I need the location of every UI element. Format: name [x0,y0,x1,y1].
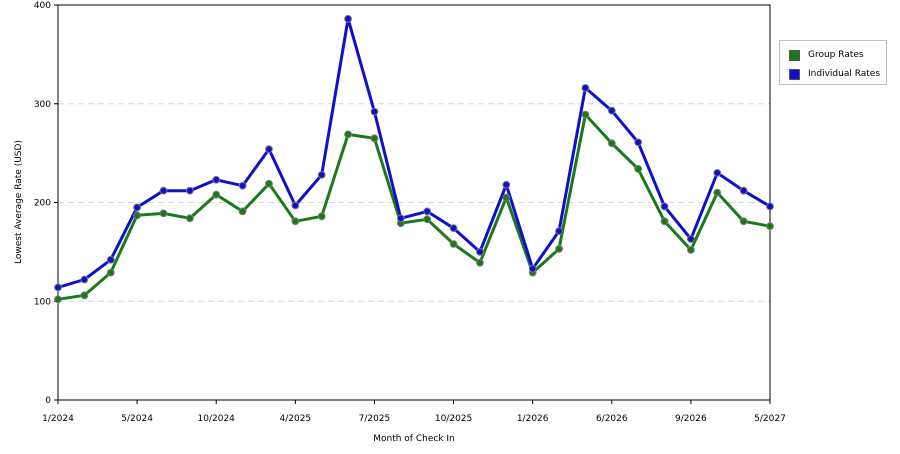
x-tick-label: 6/2026 [596,414,628,424]
data-point-group-rates [634,165,643,173]
data-point-individual-rates [555,227,563,236]
data-point-individual-rates [265,145,273,154]
legend-item-individual-rates: Individual Rates [789,67,880,81]
data-point-group-rates [133,211,142,220]
data-point-group-rates [476,258,484,267]
y-tick-label: 100 [34,297,51,307]
data-point-individual-rates [159,186,168,195]
x-tick-label: 1/2024 [42,414,74,424]
x-tick-label: 5/2024 [121,414,153,424]
series-line-individual-rates [57,17,771,289]
x-tick-label: 10/2024 [198,414,236,424]
data-point-individual-rates [739,186,748,195]
data-point-individual-rates [80,275,89,284]
data-point-group-rates [739,217,748,226]
data-point-individual-rates [212,175,221,184]
y-tick-label: 200 [34,199,51,209]
data-point-individual-rates [607,106,616,115]
x-tick-label: 4/2025 [279,414,311,424]
data-point-group-rates [766,222,774,231]
data-point-individual-rates [502,180,511,189]
x-axis-title: Month of Check In [373,434,455,444]
data-point-individual-rates [238,181,247,190]
y-tick-label: 300 [34,100,51,110]
data-point-individual-rates [106,255,115,264]
y-tick-label: 0 [45,396,51,406]
data-point-group-rates [660,217,669,226]
data-point-group-rates [185,214,194,223]
data-point-individual-rates [344,14,352,23]
x-tick-label: 7/2025 [359,414,391,424]
data-point-group-rates [686,246,695,254]
data-point-group-rates [713,188,722,197]
data-point-group-rates [265,179,273,188]
data-point-individual-rates [766,202,774,211]
data-point-individual-rates [581,84,590,92]
series-lines [57,17,771,301]
data-points [54,14,774,304]
data-point-individual-rates [713,168,722,177]
data-point-group-rates [502,193,511,202]
data-point-individual-rates [449,224,458,233]
legend-label-group-rates: Group Rates [808,50,864,60]
data-point-individual-rates [317,170,326,179]
data-point-group-rates [423,215,432,224]
data-point-group-rates [80,291,89,300]
data-point-group-rates [344,130,352,139]
data-point-individual-rates [185,186,194,195]
data-point-individual-rates [133,203,142,212]
series-line-group-rates [57,113,771,301]
legend-item-group-rates: Group Rates [789,48,864,62]
y-axis-title: Lowest Average Rate (USD) [14,140,24,264]
data-point-individual-rates [686,235,695,243]
x-tick-label: 9/2026 [675,414,707,424]
data-point-individual-rates [660,202,669,211]
data-point-group-rates [291,217,300,226]
legend-swatch-individual-rates [789,68,800,80]
legend: Group Rates Individual Rates [779,40,887,85]
data-point-group-rates [212,190,221,199]
grid-lines [58,103,770,302]
data-point-individual-rates [528,264,537,273]
y-tick-label: 400 [34,1,51,11]
data-point-group-rates [106,268,115,277]
x-tick-label: 10/2025 [435,414,472,424]
data-point-group-rates [607,139,616,148]
x-tick-label: 1/2026 [517,414,549,424]
data-point-individual-rates [396,214,405,223]
axes: 0 100 200 300 400 1/2024 5/2024 10/2024 4/2025 7/… [34,1,786,424]
data-point-group-rates [449,240,458,248]
data-point-individual-rates [54,283,62,292]
data-point-group-rates [555,245,563,253]
plot-area-frame [57,4,771,401]
data-point-individual-rates [291,201,300,210]
data-point-group-rates [54,295,62,304]
data-point-group-rates [317,212,326,221]
data-point-group-rates [159,209,168,218]
data-point-group-rates [370,134,379,143]
x-tick-label: 5/2027 [754,414,786,424]
legend-swatch-group-rates [789,49,800,61]
data-point-group-rates [238,207,247,216]
data-point-individual-rates [476,247,484,256]
data-point-individual-rates [634,138,643,147]
legend-label-individual-rates: Individual Rates [808,69,881,79]
data-point-individual-rates [423,207,432,216]
data-point-individual-rates [370,107,379,116]
data-point-group-rates [581,110,590,119]
